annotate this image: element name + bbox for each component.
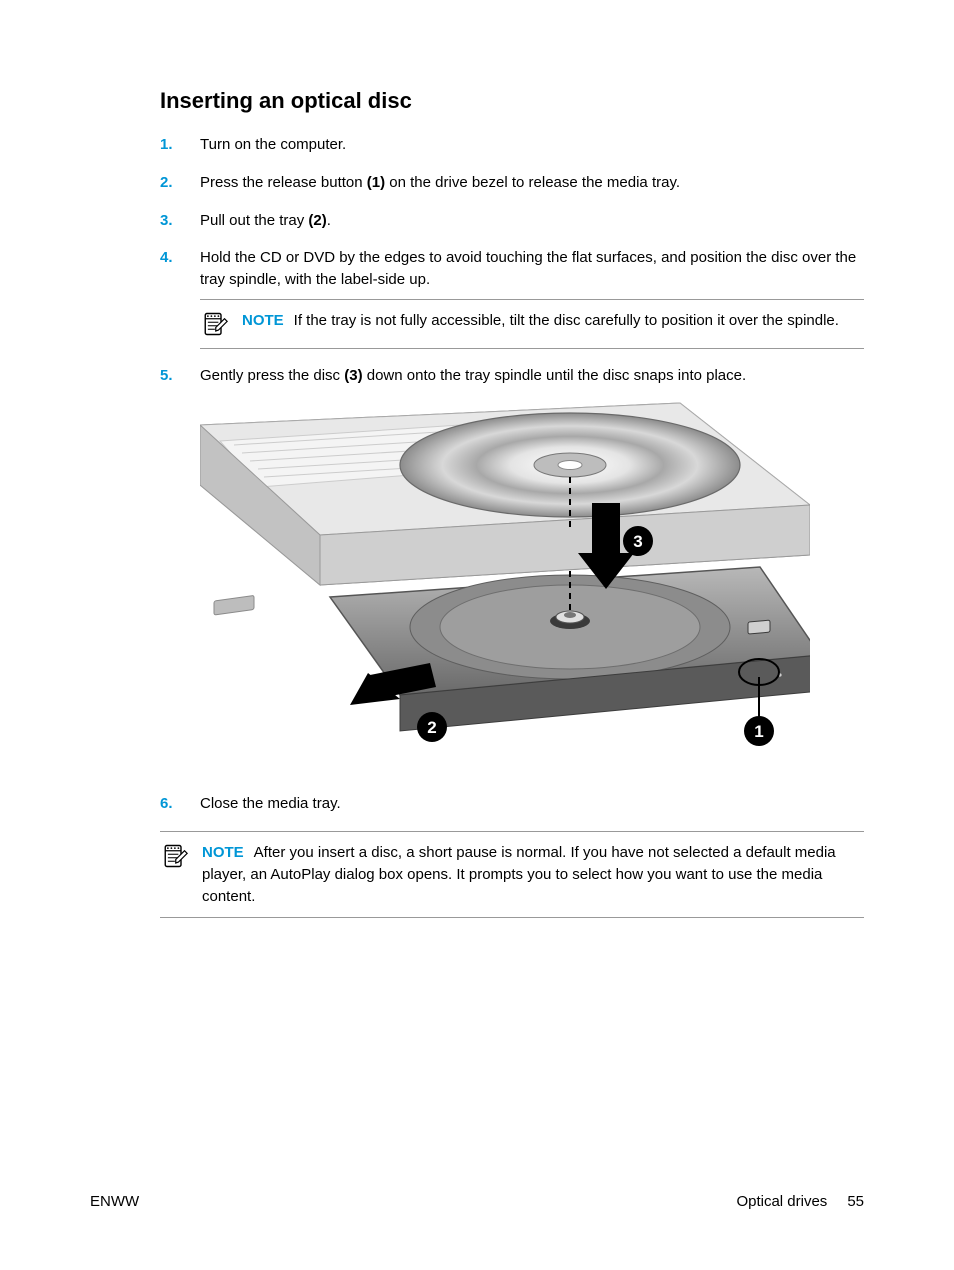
callout-2: 2	[427, 718, 436, 737]
optical-drive-diagram: 3 2 1	[200, 395, 810, 755]
note-icon	[200, 310, 228, 338]
footer-left: ENWW	[90, 1193, 139, 1210]
step-3: Pull out the tray (2).	[160, 210, 864, 232]
callout-3: 3	[633, 532, 642, 551]
step-list: Turn on the computer. Press the release …	[160, 134, 864, 815]
step-5-text-a: Gently press the disc	[200, 367, 344, 384]
note-2-text: After you insert a disc, a short pause i…	[202, 844, 836, 905]
step-2-text-a: Press the release button	[200, 174, 367, 191]
step-1: Turn on the computer.	[160, 134, 864, 156]
note-2-body: NOTEAfter you insert a disc, a short pau…	[202, 842, 864, 907]
step-4-text: Hold the CD or DVD by the edges to avoid…	[200, 249, 856, 288]
step-6: Close the media tray.	[160, 793, 864, 815]
note-2: NOTEAfter you insert a disc, a short pau…	[160, 831, 864, 918]
step-4: Hold the CD or DVD by the edges to avoid…	[160, 247, 864, 349]
footer-page-number: 55	[847, 1193, 864, 1210]
step-2: Press the release button (1) on the driv…	[160, 172, 864, 194]
section-heading: Inserting an optical disc	[160, 88, 864, 114]
page-footer: ENWW Optical drives 55	[90, 1193, 864, 1210]
note-1: NOTE If the tray is not fully accessible,…	[200, 299, 864, 349]
step-5-text-b: down onto the tray spindle until the dis…	[363, 367, 747, 384]
step-5-ref: (3)	[344, 367, 362, 384]
step-2-ref: (1)	[367, 174, 385, 191]
step-5: Gently press the disc (3) down onto the …	[160, 365, 864, 778]
step-3-text-b: .	[327, 212, 331, 229]
note-2-label: NOTE	[202, 844, 244, 861]
note-1-label: NOTE	[242, 312, 284, 329]
step-2-text-b: on the drive bezel to release the media …	[385, 174, 680, 191]
step-3-ref: (2)	[308, 212, 326, 229]
note-1-text: If the tray is not fully accessible, til…	[294, 312, 839, 329]
note-icon	[160, 842, 188, 870]
callout-1: 1	[754, 722, 763, 741]
step-3-text-a: Pull out the tray	[200, 212, 308, 229]
footer-section: Optical drives	[736, 1193, 827, 1210]
note-1-body: NOTE If the tray is not fully accessible,…	[242, 310, 839, 332]
